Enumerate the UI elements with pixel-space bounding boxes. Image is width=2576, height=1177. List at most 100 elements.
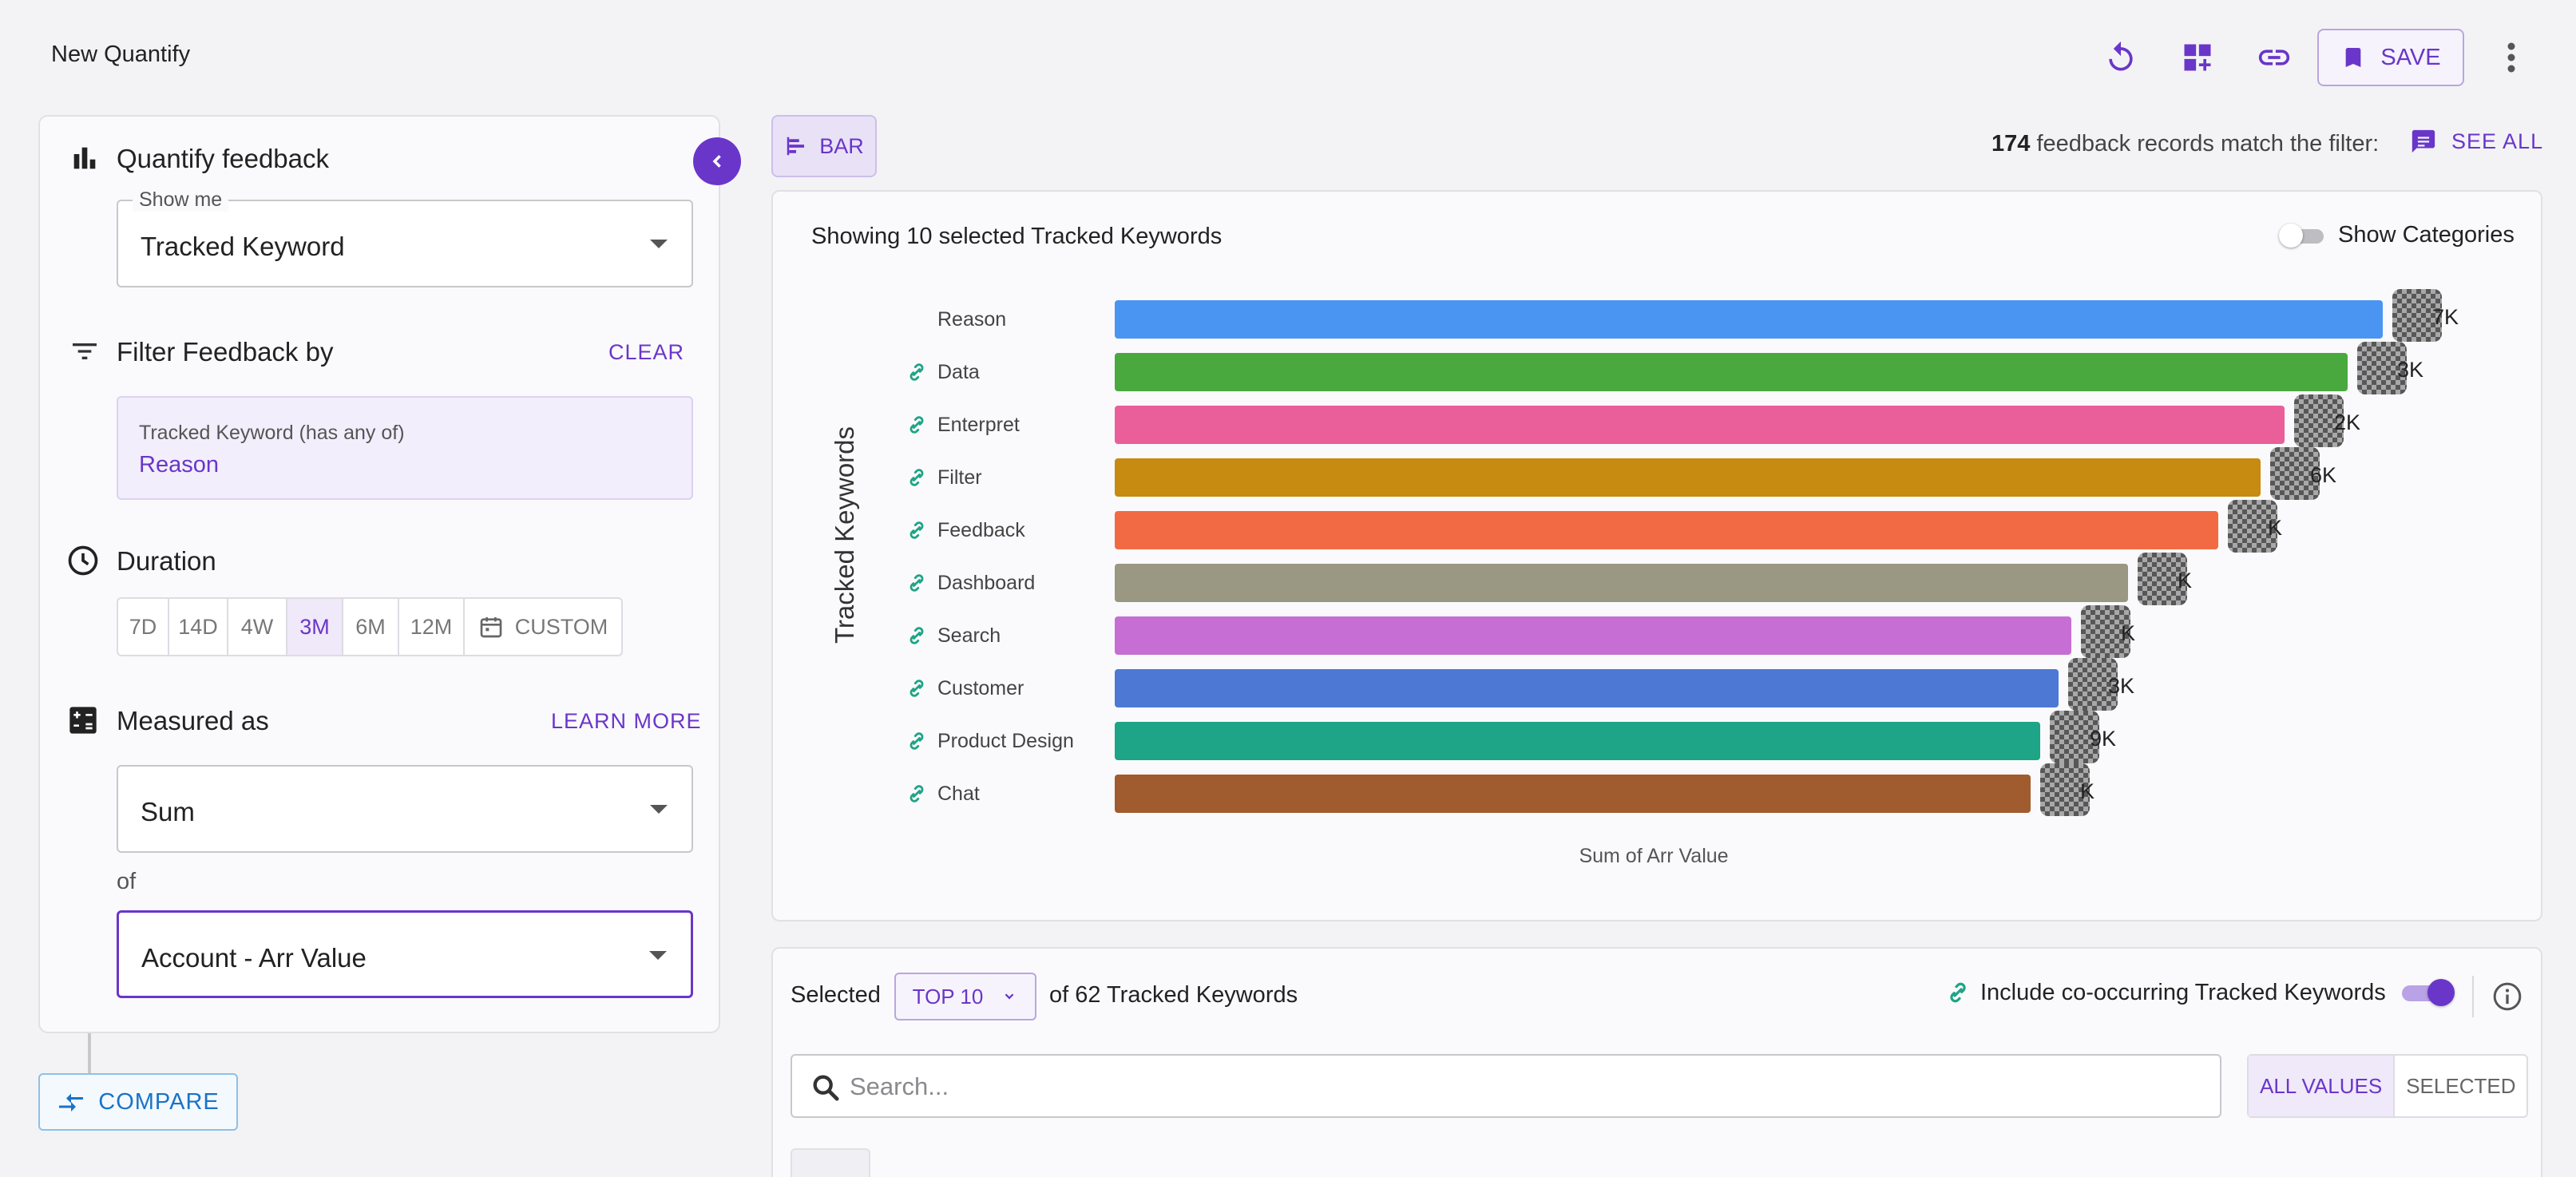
redacted-value-mask (2068, 658, 2118, 711)
more-menu-button[interactable] (2491, 29, 2531, 86)
learn-more-link[interactable]: LEARN MORE (551, 709, 702, 733)
bar-value-label: 9K (2090, 727, 2117, 751)
bar-category-label: Reason (937, 308, 1007, 331)
show-me-value: Tracked Keyword (141, 232, 345, 261)
redacted-value-mask (2357, 342, 2407, 394)
bar[interactable] (1115, 353, 2348, 391)
search-icon (813, 1075, 839, 1101)
bar[interactable] (1115, 406, 2285, 444)
bar-category-label: Data (937, 361, 980, 383)
bar-row[interactable]: Dashboard K (773, 553, 2544, 610)
compare-label: COMPARE (98, 1088, 220, 1115)
connector-line (88, 1033, 91, 1073)
linked-keyword-icon (910, 574, 924, 592)
add-widget-button[interactable] (2169, 29, 2226, 86)
bar-category-label: Enterpret (937, 414, 1020, 436)
search-input[interactable] (850, 1070, 2191, 1104)
filter-chip[interactable]: Tracked Keyword (has any of) Reason (117, 396, 693, 500)
field-select[interactable]: Account - Arr Value (117, 910, 693, 998)
cooccurring-toggle[interactable]: Include co-occurring Tracked Keywords (1945, 979, 2455, 1006)
bar-category-label: Product Design (937, 730, 1074, 752)
top-n-select[interactable]: TOP 10 (894, 973, 1036, 1020)
show-categories-toggle[interactable]: Show Categories (2279, 222, 2515, 248)
keyword-search[interactable] (791, 1054, 2221, 1118)
bar-row[interactable]: Reason 7K (773, 289, 2544, 347)
duration-7d[interactable]: 7D (118, 599, 169, 655)
match-text: feedback records match the filter: (2030, 131, 2380, 157)
filter-title: Filter Feedback by (117, 337, 334, 367)
collapse-panel-button[interactable] (693, 137, 741, 185)
copy-link-button[interactable] (2245, 29, 2303, 86)
linked-keyword-icon (910, 521, 924, 539)
duration-4w[interactable]: 4W (228, 599, 287, 655)
redacted-value-mask (2138, 553, 2187, 605)
info-button[interactable] (2490, 979, 2525, 1014)
toggle-switch[interactable] (2401, 979, 2455, 1006)
see-all-button[interactable]: SEE ALL (2410, 128, 2543, 155)
match-count: 174 (1991, 131, 2031, 157)
keyword-selection-card: Selected TOP 10 of 62 Tracked Keywords I… (771, 947, 2542, 1177)
bar-row[interactable]: Data 3K (773, 342, 2544, 399)
duration-3m[interactable]: 3M (287, 599, 343, 655)
bar[interactable] (1115, 775, 2031, 813)
value-filter-tabs: ALL VALUES SELECTED (2247, 1054, 2529, 1118)
field-value: Account - Arr Value (141, 943, 367, 973)
redacted-value-mask (2228, 500, 2277, 553)
show-me-label: Show me (133, 188, 229, 212)
refresh-icon (2109, 41, 2133, 71)
bookmark-icon (2346, 48, 2361, 67)
calculator-icon (65, 703, 101, 738)
chart-card: Showing 10 selected Tracked Keywords Sho… (771, 190, 2542, 921)
redacted-value-mask (2294, 394, 2344, 447)
bar-row[interactable]: Chat K (773, 763, 2544, 821)
info-icon (2493, 982, 2522, 1011)
redacted-value-mask (2040, 763, 2090, 816)
redacted-value-mask (2081, 605, 2130, 658)
bar-row[interactable]: Feedback K (773, 500, 2544, 557)
duration-6m[interactable]: 6M (343, 599, 399, 655)
bar-row[interactable]: Search K (773, 605, 2544, 663)
bar[interactable] (1115, 300, 2383, 339)
bar-value-label: K (2178, 569, 2193, 592)
redacted-value-mask (2392, 289, 2442, 342)
save-button[interactable]: SAVE (2317, 29, 2464, 86)
link-icon (2258, 50, 2290, 65)
bar-row[interactable]: Filter 6K (773, 447, 2544, 505)
linked-keyword-icon (910, 732, 924, 750)
x-axis-title: Sum of Arr Value (1579, 845, 1729, 867)
chart-type-toggle[interactable]: BAR (771, 115, 877, 177)
linked-keyword-icon (910, 627, 924, 644)
tab-all-values[interactable]: ALL VALUES (2249, 1056, 2396, 1116)
compare-button[interactable]: COMPARE (38, 1073, 238, 1131)
duration-14d[interactable]: 14D (169, 599, 228, 655)
show-me-select[interactable]: Show me Tracked Keyword (117, 188, 693, 287)
chevron-left-icon (712, 155, 721, 168)
dropdown-arrow-icon (650, 805, 668, 814)
page-title[interactable]: New Quantify (51, 42, 191, 67)
custom-label: CUSTOM (514, 614, 608, 639)
duration-custom[interactable]: CUSTOM (465, 599, 621, 655)
bar[interactable] (1115, 458, 2261, 497)
bar-row[interactable]: Product Design 9K (773, 711, 2544, 768)
refresh-button[interactable] (2092, 29, 2150, 86)
filter-key: Tracked Keyword (has any of) (139, 422, 405, 444)
dropdown-arrow-icon (650, 240, 668, 248)
bar-category-label: Dashboard (937, 572, 1036, 594)
tab-selected[interactable]: SELECTED (2406, 1073, 2516, 1098)
clear-filter-button[interactable]: CLEAR (608, 340, 685, 364)
bar[interactable] (1115, 564, 2128, 602)
bar[interactable] (1115, 616, 2071, 655)
duration-selector: 7D 14D 4W 3M 6M 12M CUSTOM (117, 597, 623, 656)
bar-row[interactable]: Enterpret 2K (773, 394, 2544, 452)
bar[interactable] (1115, 722, 2040, 760)
of-label: of (117, 869, 137, 894)
measure-select[interactable]: Sum (117, 765, 693, 853)
calendar-icon (480, 617, 502, 638)
bar-row[interactable]: Customer 3K (773, 658, 2544, 715)
top-bar: New Quantify SAVE (0, 0, 2576, 112)
duration-12m[interactable]: 12M (399, 599, 465, 655)
toggle-switch[interactable] (2279, 223, 2325, 248)
bar-category-label: Chat (937, 783, 980, 805)
bar[interactable] (1115, 669, 2059, 707)
bar[interactable] (1115, 511, 2218, 549)
